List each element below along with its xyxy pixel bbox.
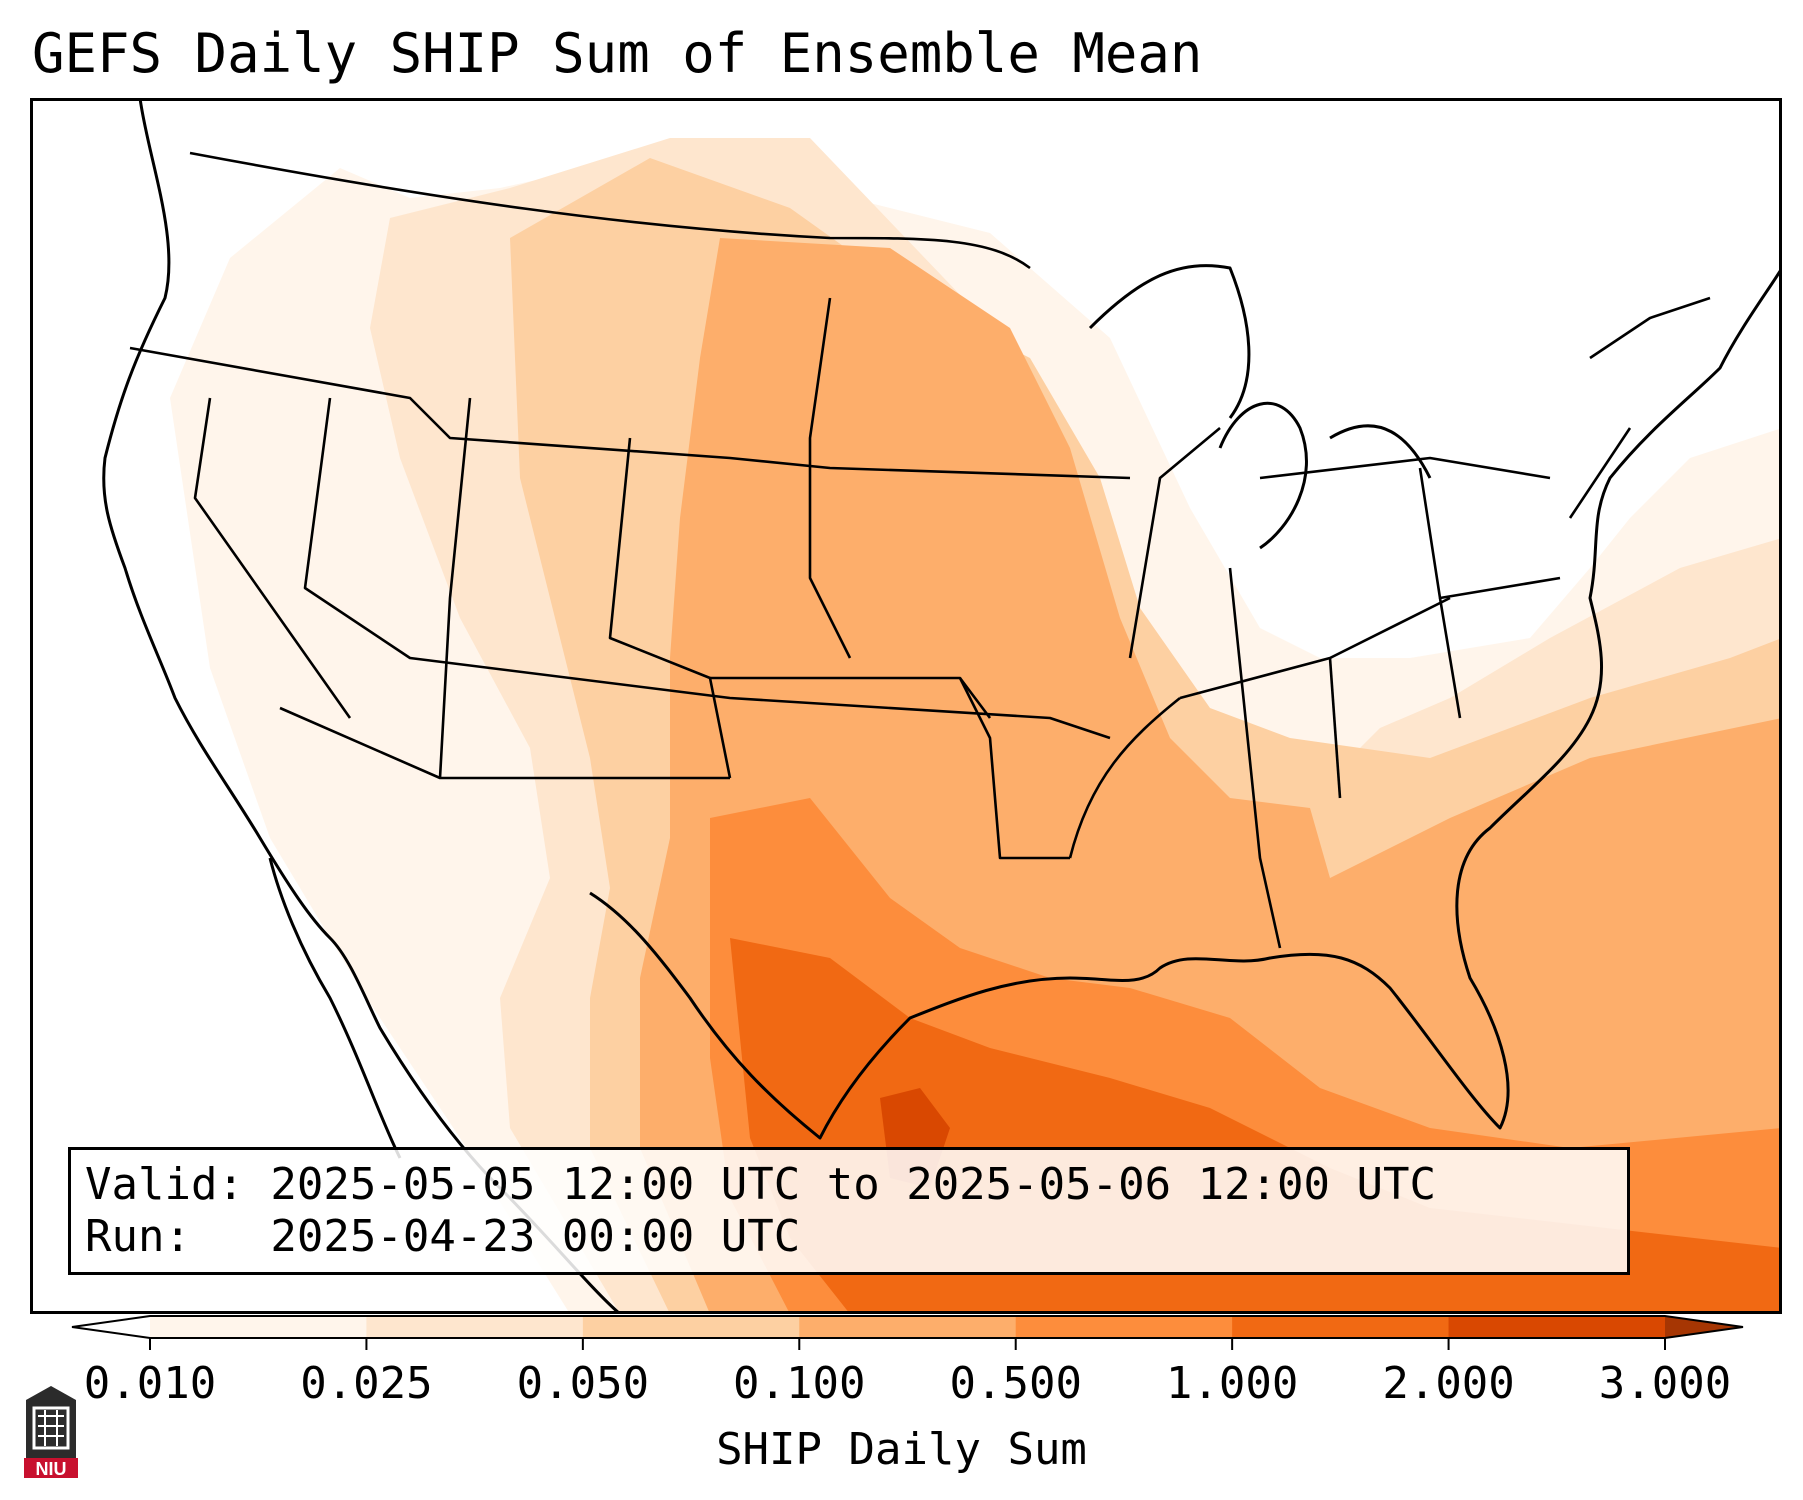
colorbar-tick-label: 2.000 <box>1382 1358 1515 1409</box>
state-border-lines <box>129 151 1711 949</box>
svg-text:NIU: NIU <box>36 1459 67 1479</box>
map-title: GEFS Daily SHIP Sum of Ensemble Mean <box>32 22 1203 85</box>
colorbar-tick-label: 3.000 <box>1598 1358 1732 1409</box>
colorbar-extend-low <box>72 1316 150 1338</box>
colorbar-extend-high <box>1665 1316 1743 1338</box>
colorbar-segment <box>1232 1316 1450 1338</box>
colorbar-segment <box>582 1316 800 1338</box>
run-time-text: Run: 2025-04-23 00:00 UTC <box>85 1211 801 1262</box>
colorbar-tick-label: 0.010 <box>83 1358 217 1409</box>
valid-run-box: Valid: 2025-05-05 12:00 UTC to 2025-05-0… <box>68 1147 1630 1275</box>
colorbar-tick-label: 1.000 <box>1165 1358 1299 1409</box>
colorbar-tick-label: 0.500 <box>949 1358 1082 1409</box>
colorbar-segment <box>1015 1316 1233 1338</box>
colorbar-tick-label: 0.025 <box>300 1358 433 1409</box>
niu-logo: NIU <box>24 1386 78 1479</box>
colorbar-segment <box>799 1316 1017 1338</box>
colorbar <box>71 1315 1744 1350</box>
valid-time-text: Valid: 2025-05-05 12:00 UTC to 2025-05-0… <box>85 1159 1437 1210</box>
map-frame <box>30 98 1782 1314</box>
colorbar-tick-label: 0.100 <box>733 1358 866 1409</box>
colorbar-segment <box>366 1316 584 1338</box>
colorbar-label: SHIP Daily Sum <box>716 1424 1087 1475</box>
colorbar-tick-label: 0.050 <box>516 1358 650 1409</box>
colorbar-segment <box>150 1316 367 1338</box>
colorbar-segment <box>1448 1316 1666 1338</box>
ship-map <box>30 98 1782 1314</box>
